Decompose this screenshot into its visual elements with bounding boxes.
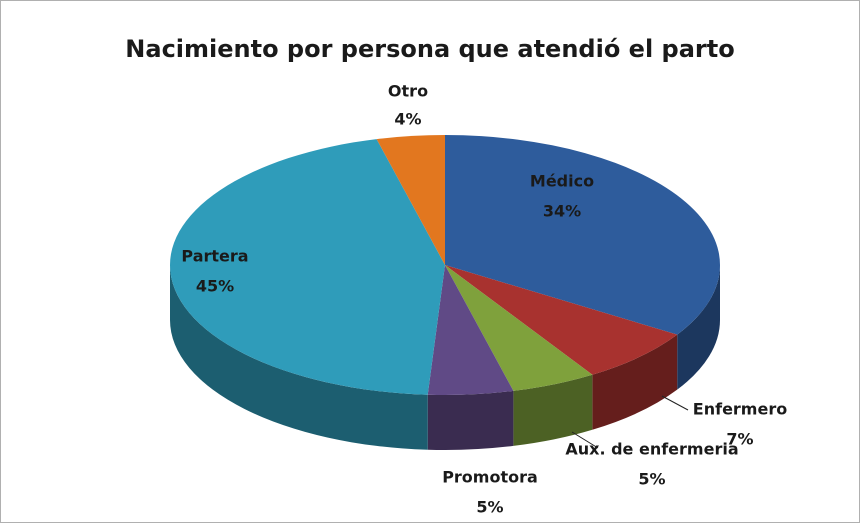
slice-label: Médico	[530, 172, 594, 191]
chart-title: Nacimiento por persona que atendió el pa…	[125, 35, 734, 63]
slice-value: 4%	[394, 110, 421, 129]
pie-slice	[376, 135, 445, 265]
pie-side	[677, 265, 720, 390]
slice-label: Enfermero	[693, 400, 787, 419]
slice-value: 34%	[543, 202, 581, 221]
pie-side	[513, 374, 593, 446]
slice-value: 5%	[476, 498, 503, 517]
slice-value: 45%	[196, 277, 234, 296]
pie-side	[592, 334, 678, 430]
slice-value: 5%	[638, 470, 665, 489]
pie-side	[427, 390, 514, 450]
pie-slice	[445, 265, 678, 375]
leader-line	[661, 395, 689, 411]
pie-side	[170, 265, 428, 450]
pie-slice	[169, 139, 445, 395]
slice-label: Promotora	[442, 468, 538, 487]
pie-slice	[445, 265, 593, 391]
slice-label: Aux. de enfermeria	[565, 440, 738, 459]
slice-label: Otro	[388, 82, 428, 101]
pie-slice	[445, 135, 720, 335]
leader-line	[571, 431, 599, 449]
slice-value: 7%	[726, 430, 753, 449]
slice-label: Partera	[181, 247, 248, 266]
pie-slice	[427, 265, 514, 395]
